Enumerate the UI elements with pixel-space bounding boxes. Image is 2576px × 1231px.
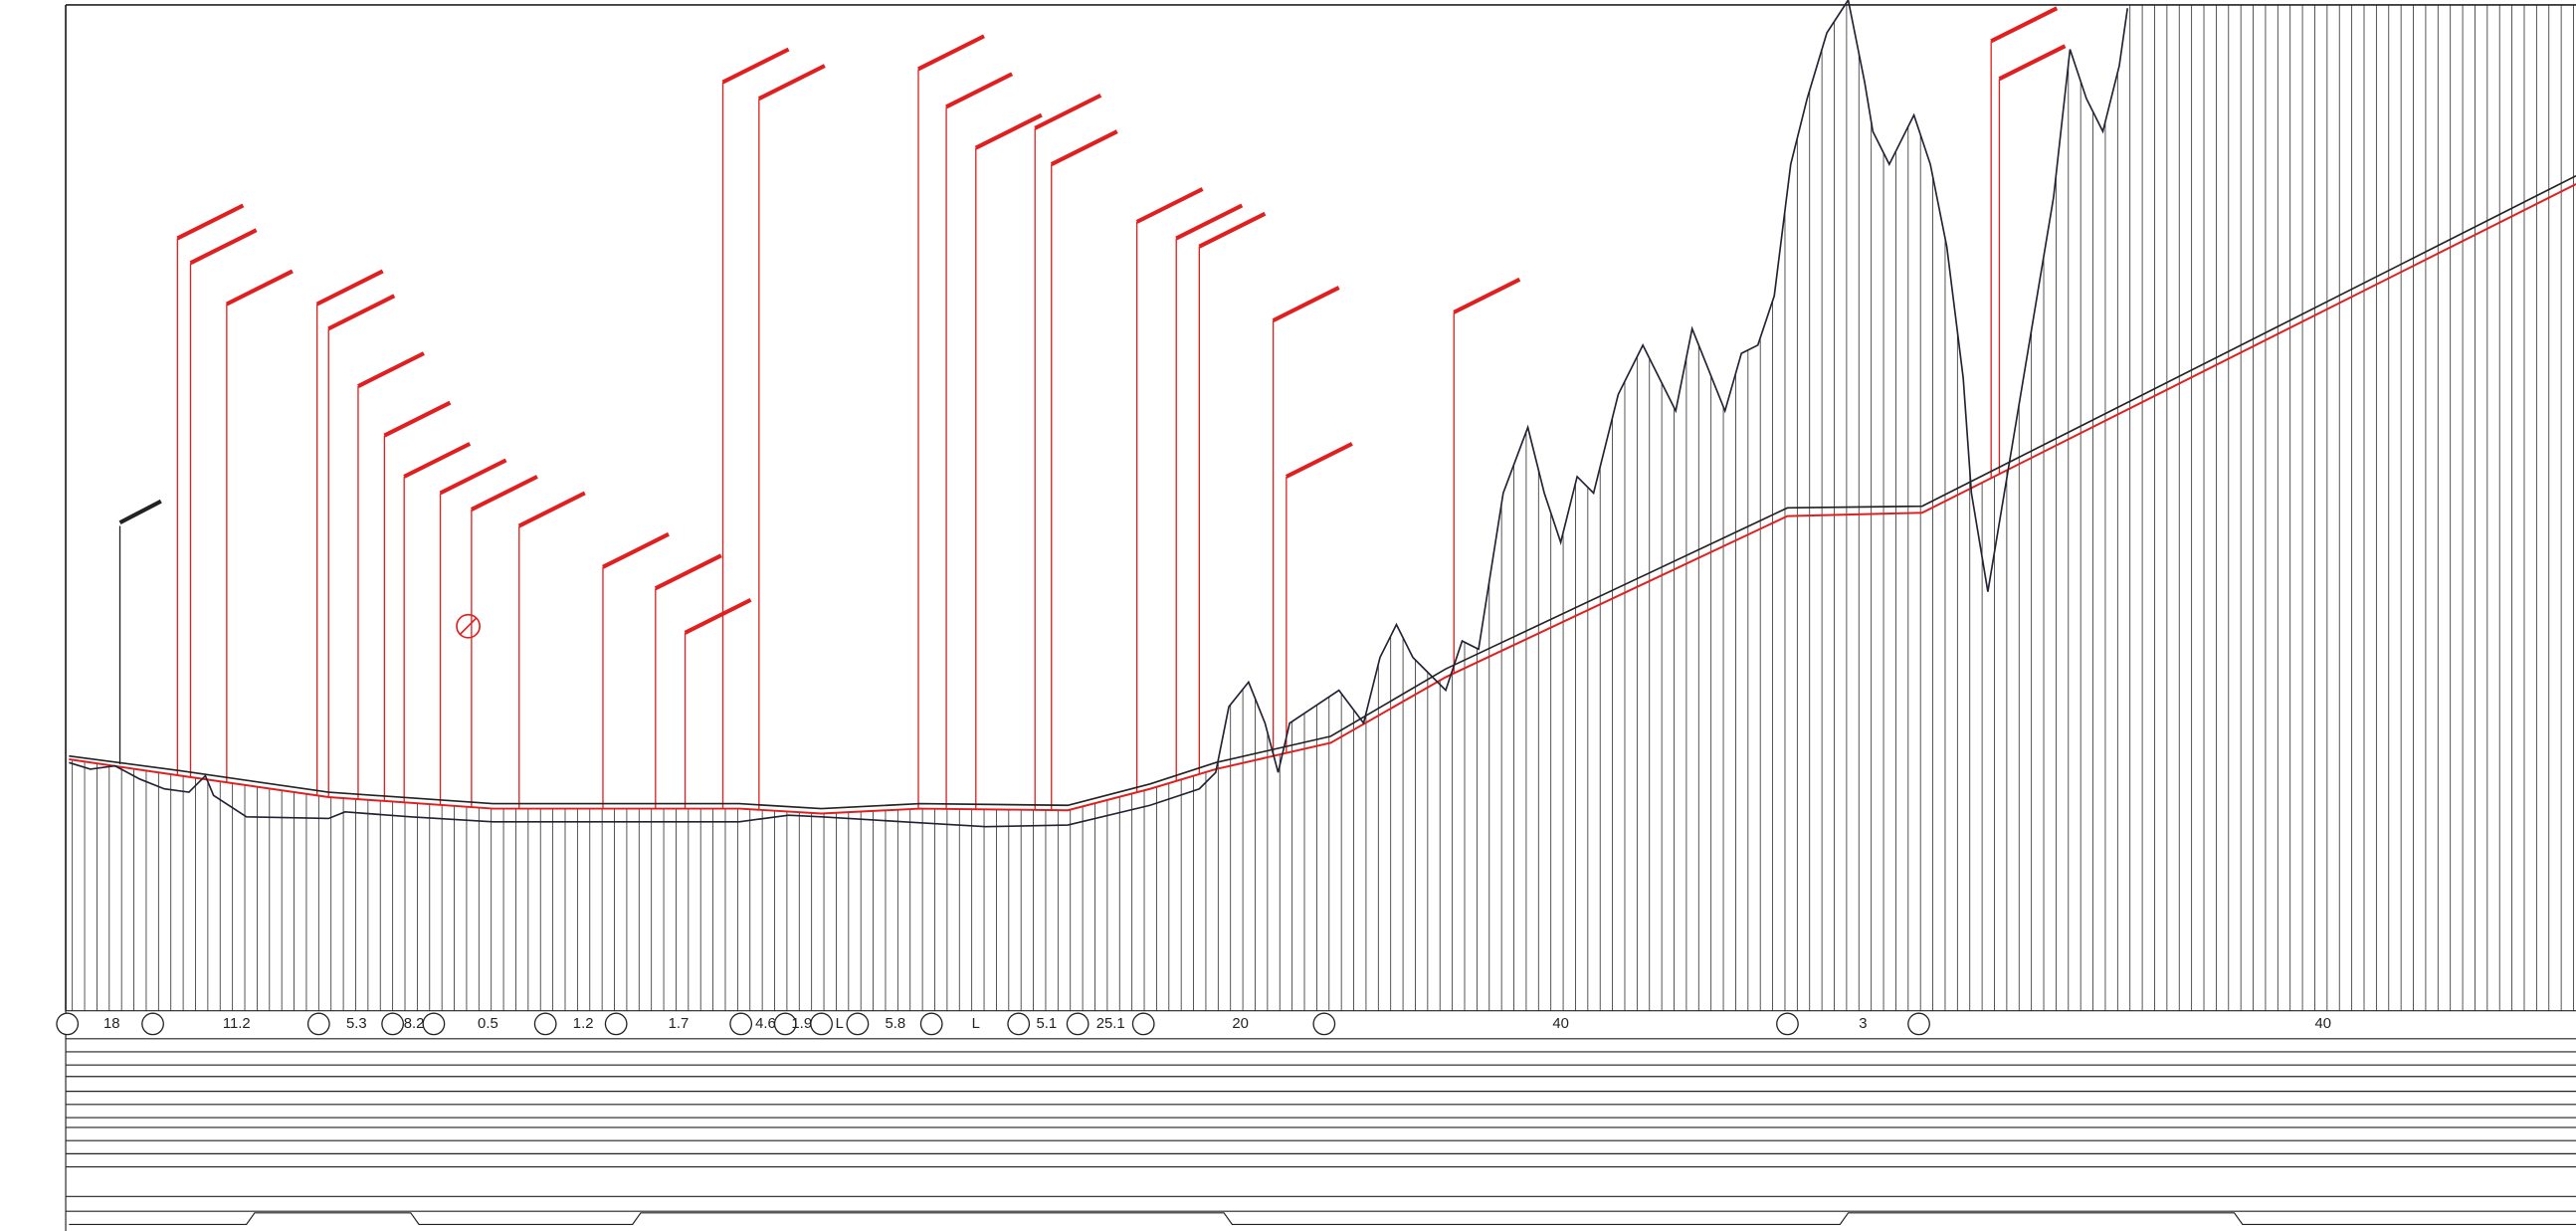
station-circle <box>1312 1012 1336 1036</box>
design-line-red <box>69 183 2576 815</box>
station-circle <box>604 1012 628 1036</box>
leader-label-mark <box>189 228 258 266</box>
station-circle <box>1131 1012 1155 1036</box>
station-circle <box>141 1012 164 1036</box>
segment-label: 25.1 <box>1096 1016 1125 1032</box>
segment-label: 1.2 <box>573 1016 594 1032</box>
leader-label-mark <box>357 351 425 388</box>
segment-label: 40 <box>1552 1016 1569 1032</box>
segment-label: 18 <box>103 1016 120 1032</box>
leader-label-mark <box>945 72 1014 109</box>
station-circle <box>422 1012 446 1036</box>
leader-label-mark <box>327 294 396 331</box>
station-circle <box>773 1012 797 1036</box>
leader-label-mark <box>974 112 1043 150</box>
leader-label-mark <box>721 47 790 85</box>
leader-label-mark <box>1034 93 1102 130</box>
segment-label: L <box>972 1016 980 1032</box>
annotation-leaders <box>118 6 2067 811</box>
leader-label-mark <box>176 203 245 241</box>
leader-label-mark <box>470 475 538 512</box>
leader-label-mark <box>1453 277 1521 314</box>
leader-label-mark <box>684 597 752 635</box>
segment-label: 5.3 <box>346 1016 367 1032</box>
station-circle <box>56 1012 80 1036</box>
ground-line <box>69 0 2129 828</box>
leader-label-mark <box>439 458 507 496</box>
leader-label-mark <box>118 499 162 525</box>
leader-label-mark <box>757 64 826 101</box>
segment-label: 5.8 <box>886 1016 906 1032</box>
leader-label-mark <box>1998 44 2067 82</box>
hatched-circle <box>456 613 481 639</box>
leader-label-mark <box>517 491 586 528</box>
hatch-stroke <box>459 617 478 636</box>
segment-label: 1.7 <box>669 1016 690 1032</box>
segment-label: 1.9 <box>791 1016 812 1032</box>
leader-label-mark <box>1175 203 1244 241</box>
leader-label-mark <box>225 269 294 307</box>
station-circle <box>533 1012 557 1036</box>
leader-label-mark <box>1990 6 2059 44</box>
station-circle <box>919 1012 943 1036</box>
segment-label: 8.2 <box>404 1016 425 1032</box>
station-circle <box>810 1012 833 1036</box>
segment-label: 3 <box>1859 1016 1867 1032</box>
station-circle <box>1776 1012 1799 1036</box>
leader-label-mark <box>1285 442 1353 479</box>
leader-label-mark <box>403 442 472 479</box>
segment-label: 5.1 <box>1036 1016 1057 1032</box>
segment-band: 18 11.2 5.3 8.2 0.5 1.2 1.7 4.6 1.9 L 5.8 L 5.1 25.1 2… <box>56 1012 2331 1036</box>
station-circle <box>1007 1012 1031 1036</box>
station-circle <box>729 1012 753 1036</box>
leader-label-mark <box>315 269 384 307</box>
station-circle <box>381 1012 405 1036</box>
station-circle <box>1066 1012 1090 1036</box>
segment-label: 0.5 <box>478 1016 498 1032</box>
segment-label: 40 <box>2314 1016 2331 1032</box>
design-line-black <box>69 174 2576 810</box>
bottom-step-line <box>69 1212 2576 1225</box>
segment-label: L <box>836 1016 844 1032</box>
leader-label-mark <box>1050 129 1118 167</box>
data-rows <box>65 4 2576 1231</box>
station-circle <box>1907 1012 1930 1036</box>
station-circle <box>846 1012 870 1036</box>
leader-label-mark <box>1135 187 1204 224</box>
leader-label-mark <box>1272 286 1340 322</box>
leader-label-mark <box>917 34 985 72</box>
leader-label-mark <box>602 531 670 569</box>
segment-label: 11.2 <box>223 1016 251 1032</box>
station-circle <box>306 1012 330 1036</box>
leader-label-mark <box>1198 211 1267 249</box>
hatch-lines <box>72 4 2574 1011</box>
leader-label-mark <box>383 400 452 438</box>
segment-label: 20 <box>1232 1016 1249 1032</box>
leader-label-mark <box>654 553 722 591</box>
segment-label: 4.6 <box>755 1016 776 1032</box>
